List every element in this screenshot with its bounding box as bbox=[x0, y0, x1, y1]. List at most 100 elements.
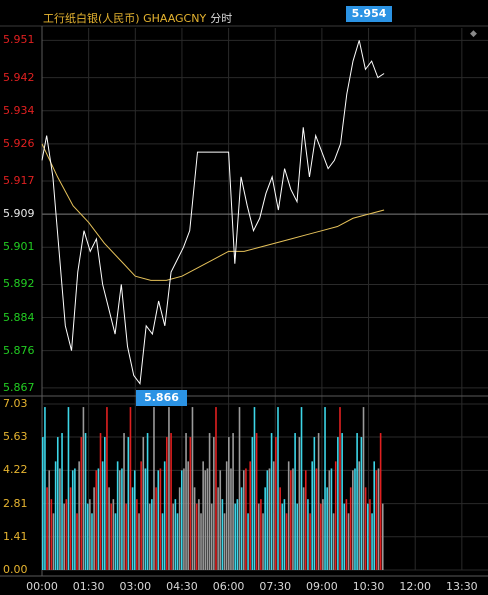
price-tick-label: 5.876 bbox=[3, 343, 35, 357]
volume-bar bbox=[322, 499, 324, 570]
volume-bar bbox=[313, 437, 316, 570]
volume-bar bbox=[110, 503, 113, 570]
price-tick-label: 5.951 bbox=[3, 33, 35, 47]
time-tick-label: 10:30 bbox=[352, 580, 385, 593]
volume-bar bbox=[332, 513, 335, 570]
volume-bar bbox=[61, 433, 63, 570]
volume-bar bbox=[230, 468, 232, 570]
volume-bar bbox=[168, 407, 170, 570]
volume-bar bbox=[304, 470, 307, 570]
volume-bar bbox=[360, 437, 363, 570]
volume-bar bbox=[341, 433, 343, 570]
volume-bar bbox=[80, 437, 83, 570]
volume-bar bbox=[78, 461, 80, 570]
time-tick-label: 06:00 bbox=[212, 580, 245, 593]
volume-bar bbox=[268, 468, 271, 570]
volume-bar bbox=[343, 503, 346, 570]
volume-bar bbox=[358, 461, 361, 570]
volume-bar bbox=[127, 437, 130, 570]
volume-bar bbox=[264, 487, 266, 570]
volume-bar bbox=[195, 503, 198, 570]
volume-bar bbox=[191, 407, 194, 570]
volume-bar bbox=[202, 461, 204, 570]
volume-bar bbox=[155, 487, 157, 570]
time-tick-label: 00:00 bbox=[26, 580, 58, 593]
instrument-name: 工行纸白银(人民币) GHAAGCNY bbox=[43, 12, 207, 25]
volume-bar bbox=[157, 470, 160, 570]
volume-bar bbox=[369, 499, 371, 570]
volume-bar bbox=[193, 487, 196, 570]
volume-bar bbox=[172, 503, 175, 570]
volume-bar bbox=[213, 437, 215, 570]
price-tick-label: 5.926 bbox=[3, 136, 35, 150]
volume-bar bbox=[129, 407, 132, 570]
volume-bar bbox=[255, 433, 258, 570]
volume-bar bbox=[356, 433, 358, 570]
volume-tick-label: 4.22 bbox=[3, 463, 28, 477]
volume-bar bbox=[142, 437, 145, 570]
volume-bar bbox=[116, 461, 119, 570]
volume-bar bbox=[292, 468, 294, 570]
volume-bar bbox=[319, 503, 322, 570]
time-tick-label: 01:30 bbox=[72, 580, 105, 593]
volume-bar bbox=[114, 513, 117, 570]
diamond-icon[interactable]: ◆ bbox=[470, 29, 477, 39]
volume-bar bbox=[204, 470, 207, 570]
volume-bar bbox=[225, 461, 228, 570]
volume-bar bbox=[151, 499, 153, 570]
volume-bar bbox=[82, 407, 85, 570]
volume-bar bbox=[163, 461, 166, 570]
volume-bar bbox=[221, 499, 224, 570]
volume-bar bbox=[379, 433, 382, 570]
volume-bar bbox=[140, 461, 142, 570]
time-tick-label: 04:30 bbox=[166, 580, 198, 593]
volume-bar bbox=[210, 503, 213, 570]
instrument-title: 工行纸白银(人民币) GHAAGCNY 分时 bbox=[43, 10, 232, 26]
volume-bar bbox=[153, 407, 155, 570]
volume-bar bbox=[59, 468, 61, 570]
volume-bar bbox=[366, 503, 369, 570]
volume-bar bbox=[249, 461, 251, 570]
volume-bar bbox=[65, 499, 68, 570]
period-label: 分时 bbox=[210, 12, 233, 25]
price-tick-label: 5.901 bbox=[3, 240, 35, 254]
volume-bar bbox=[131, 487, 134, 570]
price-tick-label: 5.884 bbox=[3, 310, 35, 324]
volume-bar bbox=[266, 470, 269, 570]
volume-bar bbox=[183, 468, 185, 570]
volume-bar bbox=[118, 470, 121, 570]
time-tick-label: 07:30 bbox=[259, 580, 292, 593]
volume-bar bbox=[377, 468, 380, 570]
volume-bar bbox=[67, 407, 70, 570]
volume-bar bbox=[330, 468, 333, 570]
volume-bar bbox=[52, 513, 55, 570]
volume-bar bbox=[217, 487, 219, 570]
volume-bar bbox=[176, 513, 179, 570]
volume-bar bbox=[234, 503, 237, 570]
time-tick-label: 13:30 bbox=[445, 580, 478, 593]
volume-bar bbox=[93, 487, 95, 570]
volume-bar bbox=[381, 503, 384, 570]
volume-bar bbox=[232, 433, 234, 570]
average-price-line bbox=[41, 143, 385, 281]
volume-bar bbox=[311, 461, 314, 570]
volume-bar bbox=[208, 433, 211, 570]
volume-bar bbox=[146, 433, 149, 570]
volume-bar bbox=[121, 468, 123, 570]
volume-bar bbox=[56, 437, 59, 570]
volume-bar bbox=[247, 513, 249, 570]
volume-bar bbox=[315, 468, 318, 570]
volume-bar bbox=[287, 461, 290, 570]
volume-tick-label: 7.03 bbox=[3, 397, 28, 410]
volume-bar bbox=[302, 487, 305, 570]
volume-bar bbox=[106, 407, 108, 570]
time-tick-label: 09:00 bbox=[306, 580, 338, 593]
volume-bar bbox=[161, 513, 164, 570]
volume-bar bbox=[215, 407, 217, 570]
volume-bar bbox=[300, 407, 303, 570]
volume-bar bbox=[245, 468, 247, 570]
volume-bar bbox=[97, 468, 100, 570]
volume-bars bbox=[42, 407, 384, 570]
volume-bar bbox=[371, 513, 373, 570]
volume-bar bbox=[352, 470, 354, 570]
